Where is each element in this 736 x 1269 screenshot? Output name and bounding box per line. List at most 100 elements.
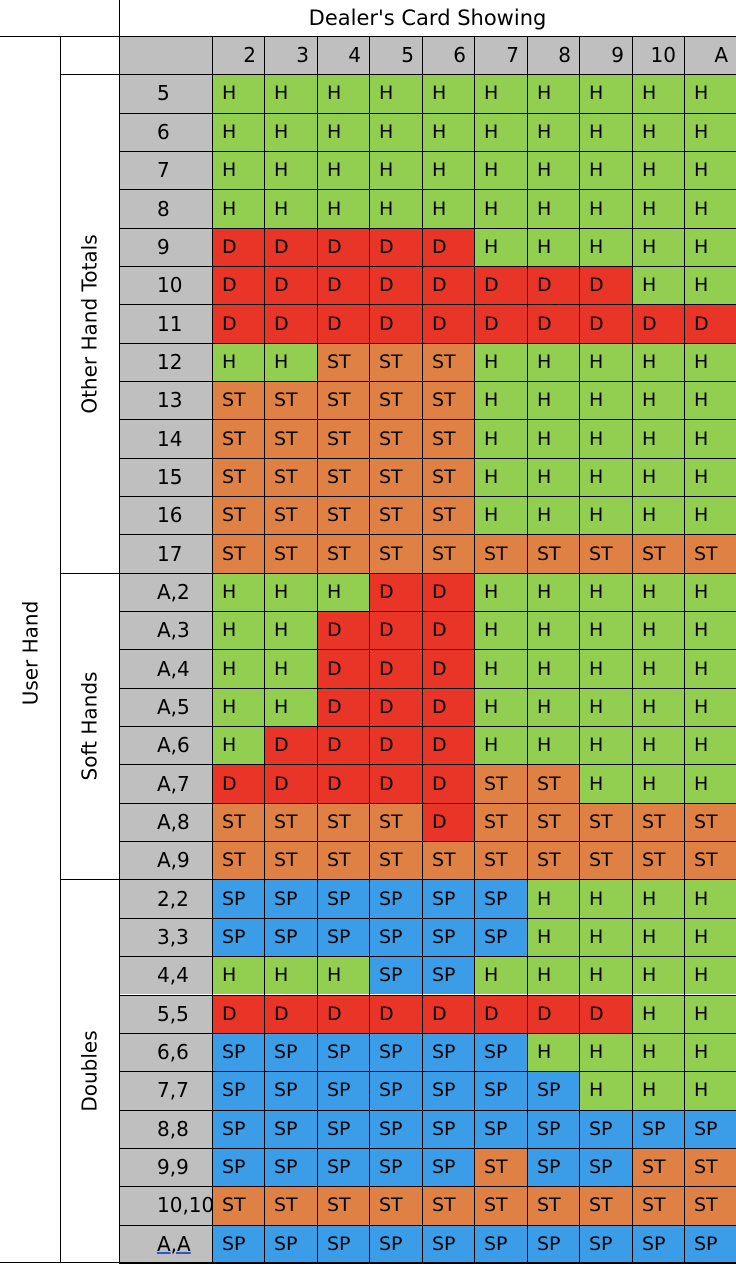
action-cell: ST bbox=[212, 496, 264, 535]
column-border bbox=[369, 36, 370, 1263]
action-cell: ST bbox=[369, 496, 422, 535]
action-cell: H bbox=[369, 151, 422, 190]
action-cell: ST bbox=[369, 457, 422, 497]
user-hand-label: 3,3 bbox=[119, 917, 212, 957]
action-cell: H bbox=[684, 112, 736, 151]
action-cell: H bbox=[684, 1071, 736, 1110]
action-cell: H bbox=[212, 572, 264, 612]
action-cell: D bbox=[527, 304, 579, 343]
action-cell: H bbox=[632, 74, 684, 113]
action-cell: H bbox=[474, 496, 527, 535]
action-cell: H bbox=[474, 189, 527, 228]
column-border bbox=[579, 36, 580, 1263]
action-cell: H bbox=[632, 879, 684, 918]
action-cell: SP bbox=[474, 1109, 527, 1148]
group-label: Soft Hands bbox=[77, 671, 102, 781]
action-cell: H bbox=[684, 74, 736, 113]
action-cell: H bbox=[264, 572, 317, 612]
action-cell: ST bbox=[632, 534, 684, 573]
action-cell: ST bbox=[632, 841, 684, 880]
action-cell: D bbox=[317, 994, 369, 1033]
row-border bbox=[119, 342, 736, 344]
action-cell: ST bbox=[212, 841, 264, 880]
user-hand-label: 14 bbox=[119, 419, 212, 458]
action-cell: H bbox=[474, 151, 527, 190]
action-cell: H bbox=[579, 342, 632, 382]
action-cell: H bbox=[684, 611, 736, 650]
action-cell: H bbox=[579, 151, 632, 190]
action-cell: SP bbox=[474, 1032, 527, 1072]
action-cell: H bbox=[369, 112, 422, 151]
action-cell: H bbox=[684, 419, 736, 458]
action-cell: H bbox=[579, 74, 632, 113]
action-cell: SP bbox=[527, 1147, 579, 1187]
row-border bbox=[119, 1032, 736, 1034]
action-cell: SP bbox=[684, 1224, 736, 1263]
action-cell: ST bbox=[422, 1186, 474, 1225]
action-cell: ST bbox=[474, 841, 527, 880]
column-border bbox=[527, 36, 528, 1263]
action-cell: SP bbox=[527, 1071, 579, 1110]
action-cell: SP bbox=[212, 917, 264, 957]
action-cell: ST bbox=[474, 534, 527, 573]
action-cell: H bbox=[212, 649, 264, 688]
action-cell: H bbox=[632, 266, 684, 305]
action-cell: H bbox=[527, 917, 579, 957]
action-cell: H bbox=[579, 381, 632, 420]
dealer-card-header: 4 bbox=[317, 36, 369, 75]
action-cell: H bbox=[579, 611, 632, 650]
action-cell: D bbox=[264, 227, 317, 267]
action-cell: H bbox=[317, 74, 369, 113]
action-cell: SP bbox=[474, 1071, 527, 1110]
action-cell: H bbox=[684, 266, 736, 305]
user-hand-label: 8 bbox=[119, 189, 212, 228]
action-cell: ST bbox=[474, 1147, 527, 1187]
row-border bbox=[119, 994, 736, 996]
action-cell: H bbox=[527, 726, 579, 765]
action-cell: SP bbox=[422, 1032, 474, 1072]
row-header-cell: User Hand bbox=[0, 36, 60, 1269]
action-cell: H bbox=[579, 956, 632, 995]
column-border bbox=[119, 0, 120, 1263]
row-border bbox=[119, 726, 736, 728]
user-hand-label: 4,4 bbox=[119, 956, 212, 995]
action-cell: H bbox=[527, 189, 579, 228]
action-cell: SP bbox=[684, 1109, 736, 1148]
action-cell: H bbox=[264, 112, 317, 151]
action-cell: SP bbox=[317, 1224, 369, 1263]
action-cell: ST bbox=[212, 534, 264, 573]
action-cell: SP bbox=[474, 1224, 527, 1263]
action-cell: ST bbox=[212, 1186, 264, 1225]
action-cell: H bbox=[684, 572, 736, 612]
action-cell: ST bbox=[684, 534, 736, 573]
action-cell: ST bbox=[264, 381, 317, 420]
action-cell: ST bbox=[264, 534, 317, 573]
action-cell: H bbox=[632, 611, 684, 650]
action-cell: SP bbox=[212, 1071, 264, 1110]
group-label: Other Hand Totals bbox=[77, 233, 102, 414]
action-cell: H bbox=[579, 764, 632, 803]
action-cell: H bbox=[632, 687, 684, 727]
action-cell: H bbox=[632, 994, 684, 1033]
header-corner-cell bbox=[119, 36, 212, 75]
action-cell: H bbox=[264, 151, 317, 190]
action-cell: H bbox=[264, 649, 317, 688]
action-cell: H bbox=[684, 496, 736, 535]
action-cell: H bbox=[632, 917, 684, 957]
action-cell: D bbox=[422, 802, 474, 842]
action-cell: H bbox=[684, 764, 736, 803]
action-cell: H bbox=[632, 726, 684, 765]
user-hand-label: 10 bbox=[119, 266, 212, 305]
action-cell: SP bbox=[369, 1224, 422, 1263]
action-cell: ST bbox=[632, 802, 684, 842]
user-hand-label: 6,6 bbox=[119, 1032, 212, 1072]
row-border bbox=[119, 151, 736, 153]
action-cell: D bbox=[317, 611, 369, 650]
action-cell: H bbox=[684, 956, 736, 995]
action-cell: H bbox=[317, 572, 369, 612]
action-cell: D bbox=[422, 304, 474, 343]
action-cell: D bbox=[369, 227, 422, 267]
row-border bbox=[119, 419, 736, 421]
action-cell: ST bbox=[264, 802, 317, 842]
row-border bbox=[119, 1071, 736, 1073]
